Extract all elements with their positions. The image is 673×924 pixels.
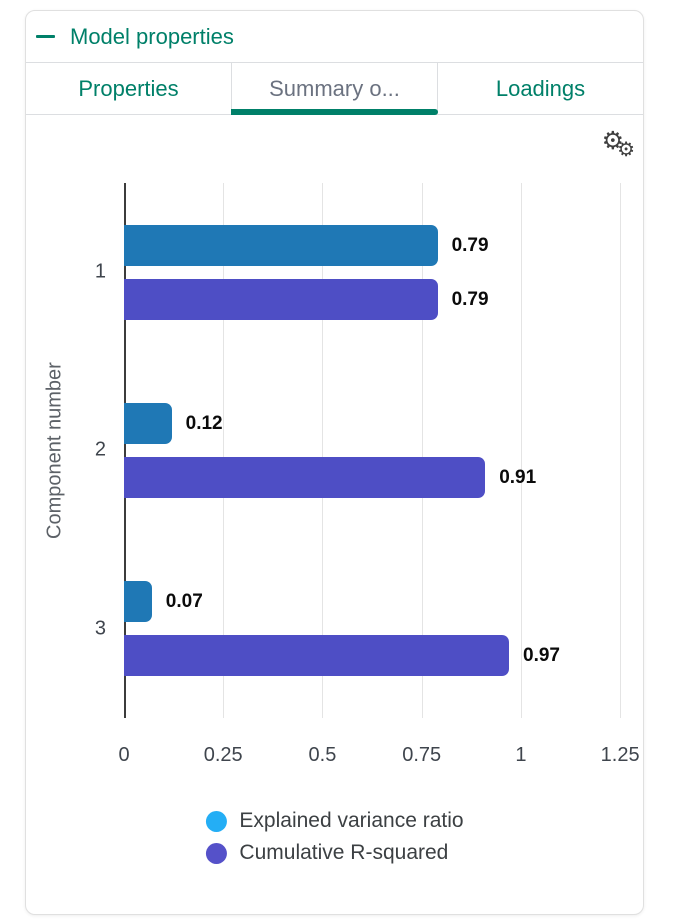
bar-row: 0.12 [124, 402, 640, 444]
tab-bar: Properties Summary o... Loadings [26, 63, 643, 115]
tab-summary-o[interactable]: Summary o... [231, 63, 438, 115]
collapse-icon[interactable] [36, 35, 55, 38]
legend-label: Cumulative R-squared [239, 841, 449, 864]
gridline-0.25 [223, 183, 225, 718]
bar-group-1: 1 0.79 0.79 [95, 183, 640, 361]
panel-title: Model properties [70, 23, 234, 49]
category-label: 1 [94, 260, 106, 283]
bar-cumulative-r-squared[interactable] [124, 635, 509, 677]
bar-row: 0.91 [124, 456, 640, 498]
x-tick-label: 0.75 [402, 744, 442, 766]
chart-legend: Explained variance ratio Cumulative R-squ… [205, 809, 464, 865]
bar-value-label: 0.79 [451, 234, 489, 256]
bar-explained-variance-ratio[interactable] [124, 581, 152, 623]
gear-icon: ⚙ [617, 139, 635, 161]
x-tick-label: 1 [515, 744, 527, 766]
bar-explained-variance-ratio[interactable] [124, 224, 438, 266]
bar-row: 0.07 [124, 581, 640, 623]
gridline-0.75 [421, 183, 423, 718]
category-label: 2 [94, 438, 106, 461]
gear-icon: ⚙ [601, 127, 625, 155]
legend-dot-icon [205, 842, 227, 864]
legend-label: Explained variance ratio [239, 809, 464, 832]
bar-explained-variance-ratio[interactable] [124, 402, 172, 444]
bar-row: 0.97 [124, 635, 640, 677]
bar-value-label: 0.97 [523, 645, 560, 667]
settings-gears-icon[interactable]: ⚙⚙ [601, 127, 635, 161]
bar-value-label: 0.91 [499, 466, 537, 488]
y-axis-line [124, 183, 126, 718]
legend-item-explained-variance-ratio[interactable]: Explained variance ratio [205, 809, 464, 833]
x-tick-label: 0.25 [203, 744, 243, 766]
bar-group-3: 3 0.07 0.97 [95, 540, 640, 718]
category-label: 3 [94, 617, 106, 640]
bar-cumulative-r-squared[interactable] [124, 278, 438, 320]
gridline-1.25 [620, 183, 622, 718]
bar-row: 0.79 [124, 278, 640, 320]
tab-loadings[interactable]: Loadings [495, 75, 586, 101]
bar-row: 0.79 [124, 224, 640, 266]
model-properties-panel: Model properties Properties Summary o... L… [25, 10, 644, 915]
legend-dot-icon [205, 810, 227, 832]
x-tick-label: 0.5 [308, 744, 337, 766]
gridline-0.5 [322, 183, 324, 718]
x-tick-label: 0 [118, 744, 130, 766]
bar-value-label: 0.79 [451, 288, 489, 310]
tab-properties[interactable]: Properties [78, 75, 179, 101]
bar-value-label: 0.07 [165, 591, 203, 613]
plot-area: 1 0.79 0.79 2 0.12 0.91 3 0.07 0.97 [95, 183, 640, 718]
x-tick-label: 1.25 [600, 744, 640, 766]
gridline-1 [520, 183, 522, 718]
bar-group-2: 2 0.12 0.91 [95, 361, 640, 539]
chart-panel: ⚙⚙ Component number 1 0.79 0.79 2 0.12 0.91 3 0… [26, 115, 643, 914]
bar-cumulative-r-squared[interactable] [124, 456, 486, 498]
panel-header: Model properties [26, 11, 643, 63]
legend-item-cumulative-r-squared[interactable]: Cumulative R-squared [205, 841, 463, 865]
bar-value-label: 0.12 [185, 412, 223, 434]
x-axis-ticks: 0 0.25 0.5 0.75 1 1.25 [118, 744, 640, 770]
